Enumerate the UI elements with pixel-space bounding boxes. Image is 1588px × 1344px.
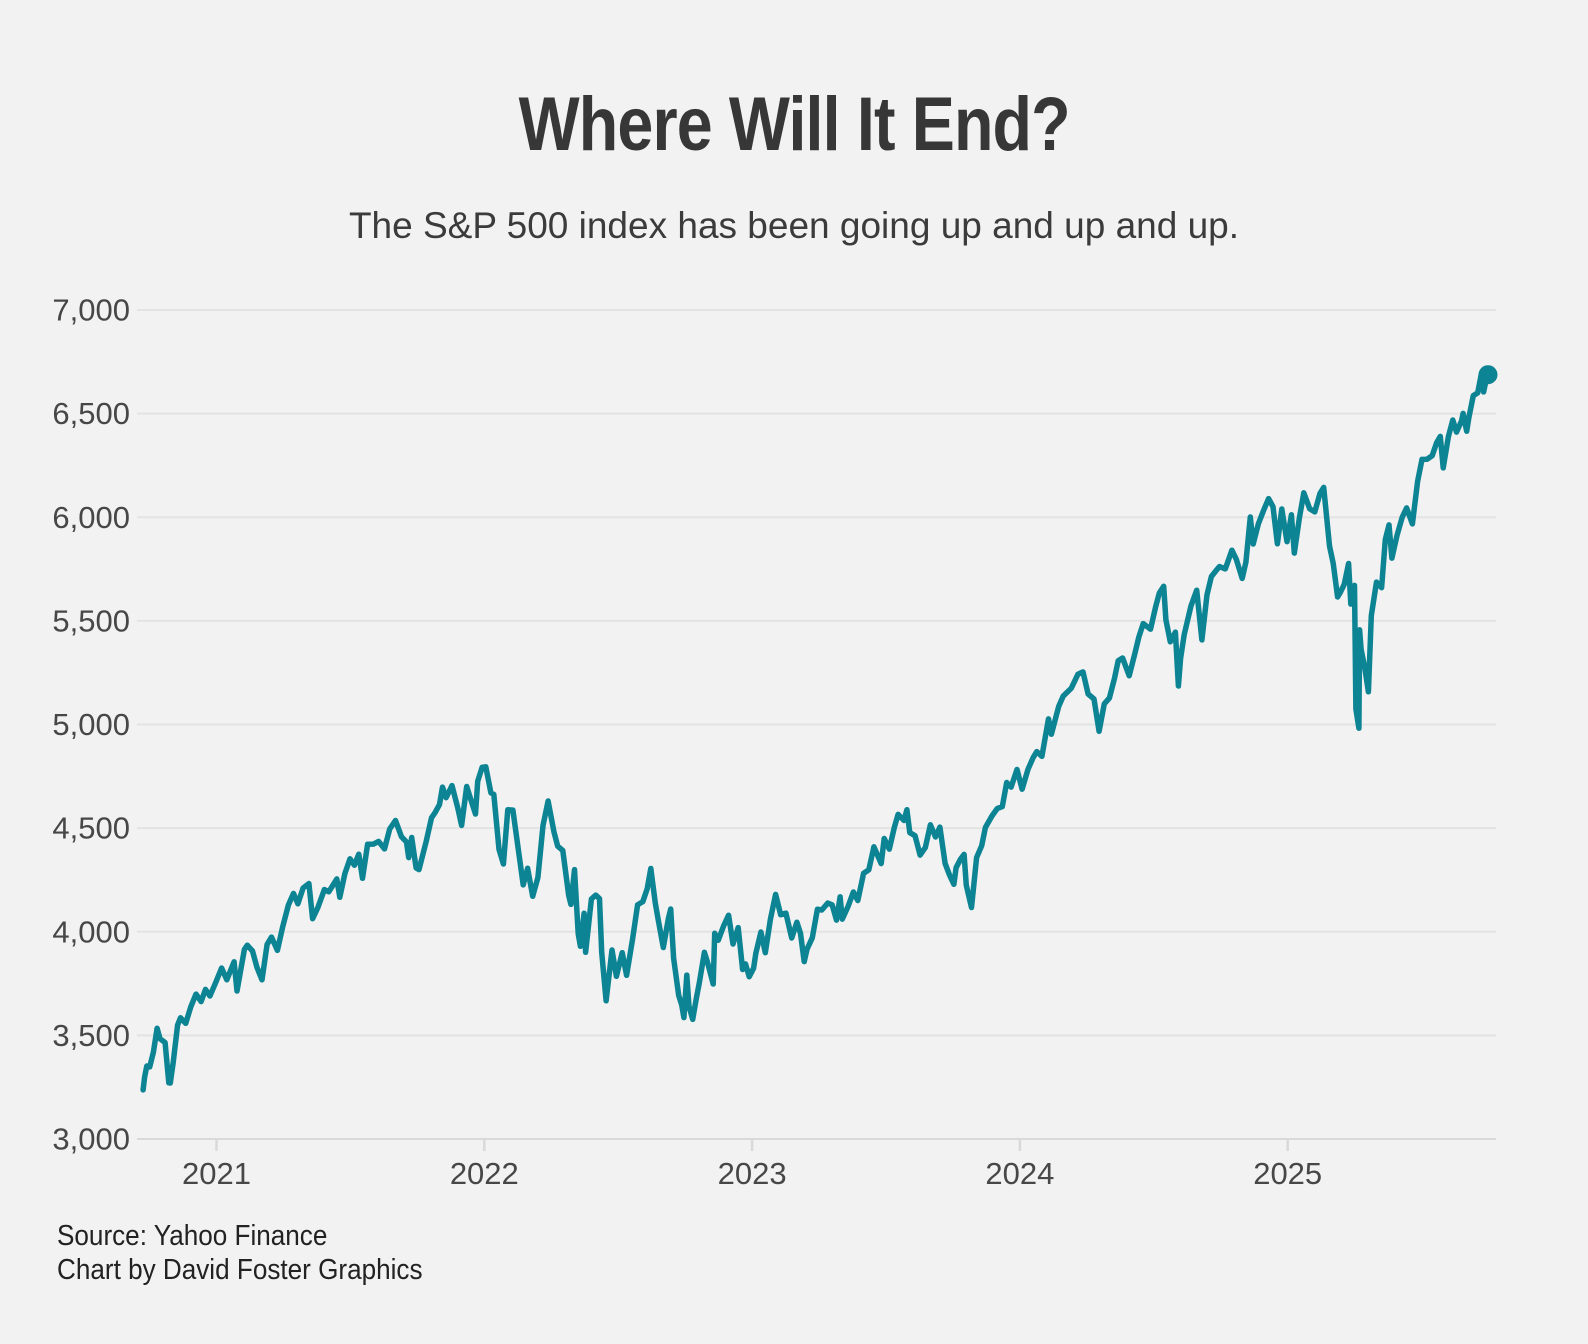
x-axis-labels: 2021 2022 2023 2024 2025 (182, 1156, 1322, 1191)
y-axis-labels: 3,000 3,500 4,000 4,500 5,000 5,500 6,000 6,500… (52, 293, 130, 1157)
y-axis-label: 5,500 (52, 603, 130, 638)
x-axis-label: 2025 (1253, 1156, 1322, 1191)
source-line: Source: Yahoo Finance (57, 1220, 328, 1252)
y-axis-label: 4,000 (52, 914, 130, 949)
x-axis-label: 2024 (985, 1156, 1054, 1191)
chart-subtitle: The S&P 500 index has been going up and … (348, 205, 1240, 246)
x-axis-label: 2023 (718, 1156, 787, 1191)
sp500-price-line (140, 370, 1491, 1093)
y-axis-label: 3,000 (52, 1122, 130, 1157)
credit-line: Chart by David Foster Graphics (57, 1254, 423, 1286)
source-note: Source: Yahoo Finance Chart by David Fos… (57, 1219, 423, 1287)
y-axis-label: 5,000 (52, 707, 130, 742)
page-title: Where Will It End? (0, 87, 1588, 163)
y-axis-label: 3,500 (52, 1018, 130, 1053)
y-axis-label: 4,500 (52, 811, 130, 846)
y-axis-label: 7,000 (52, 293, 130, 328)
x-axis-label: 2022 (450, 1156, 519, 1191)
page-title-text: Where Will It End? (518, 82, 1070, 167)
x-axis-label: 2021 (182, 1156, 251, 1191)
series-end-dot (1478, 365, 1498, 385)
y-axis-label: 6,000 (52, 500, 130, 535)
y-axis-label: 6,500 (52, 396, 130, 431)
gridlines (137, 309, 1496, 1140)
x-axis-ticks (215, 1139, 1289, 1151)
